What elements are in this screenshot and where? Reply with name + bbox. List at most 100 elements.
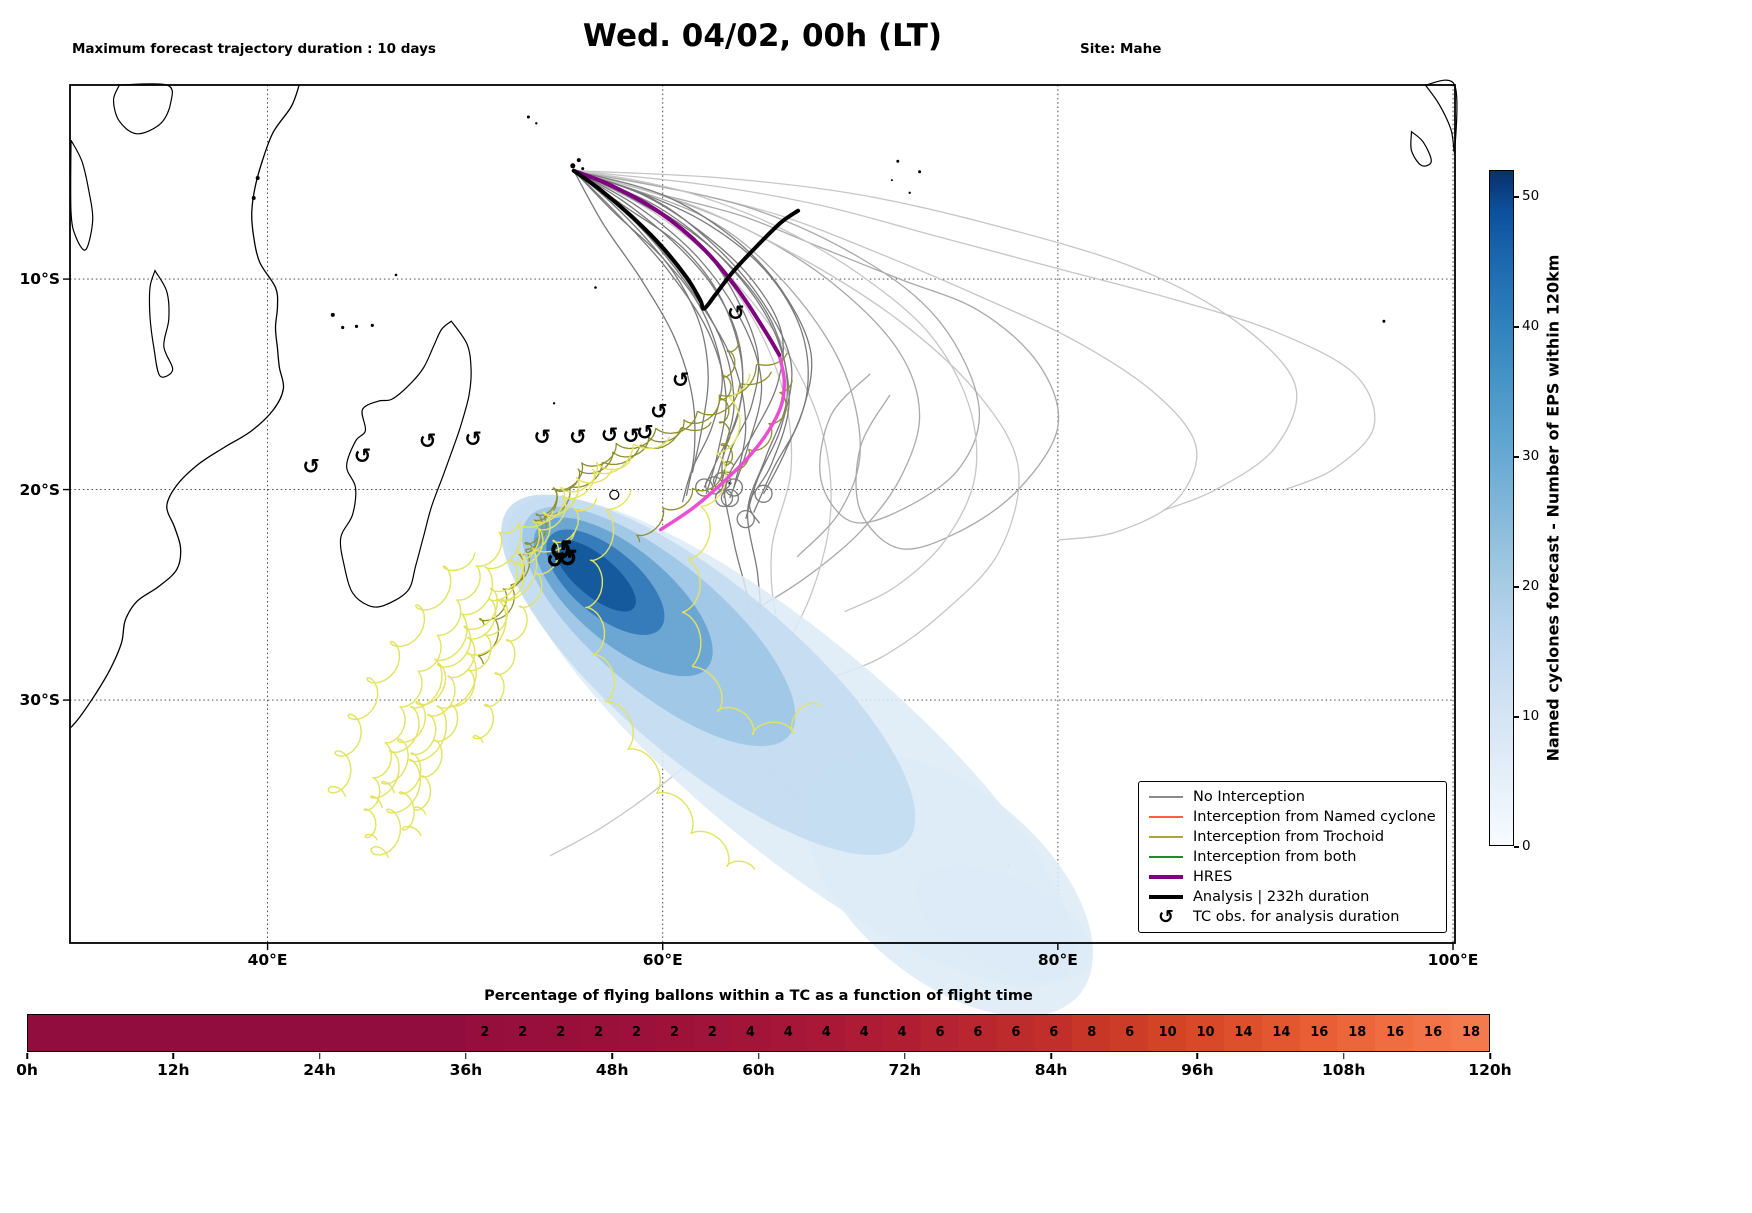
- colorbar-tickmark: [1514, 846, 1519, 848]
- flight-time-segment: [845, 1015, 883, 1051]
- flight-time-segment: [1110, 1015, 1149, 1051]
- flight-time-tickmark: [1489, 1053, 1491, 1059]
- sumatra-coast: [1424, 79, 1458, 153]
- legend-line-swatch: [1149, 796, 1183, 798]
- tc-percentage-value: 4: [745, 1025, 755, 1040]
- tc-symbol-icon: ↺: [636, 421, 654, 445]
- flight-time-tick-label: 60h: [742, 1061, 775, 1079]
- flight-time-segment: [693, 1015, 732, 1051]
- flight-time-tick-label: 0h: [16, 1061, 38, 1079]
- tc-percentage-value: 4: [821, 1025, 831, 1040]
- colorbar-tickmark: [1514, 196, 1519, 198]
- legend-item-5: Analysis | 232h duration: [1149, 889, 1436, 905]
- eps-density-plume: [501, 494, 1094, 1017]
- tc-symbol-icon: ↺: [622, 424, 640, 448]
- flight-time-segment: [920, 1015, 959, 1051]
- colorbar-title: Named cyclones forecast - Number of EPS …: [1543, 254, 1563, 762]
- tc-percentage-value: 2: [669, 1025, 680, 1040]
- flight-time-segment: [769, 1015, 808, 1051]
- tc-symbol-icon: ↺: [601, 423, 619, 447]
- tc-percentage-value: 14: [1234, 1025, 1253, 1040]
- tc-symbol-icon: ↺: [533, 425, 551, 449]
- tc-percentage-value: 6: [1125, 1025, 1135, 1040]
- tc-percentage-value: 2: [556, 1025, 566, 1040]
- flight-time-tickmark: [611, 1053, 613, 1059]
- tc-symbol-icon: ↺: [354, 444, 372, 468]
- info-site: Site: Mahe: [1080, 41, 1162, 57]
- colorbar-tick-label: 40: [1522, 318, 1540, 334]
- colorbar-tick-label: 0: [1522, 838, 1531, 854]
- flight-time-segment: [28, 1015, 467, 1051]
- flight-time-segment: [1451, 1015, 1489, 1051]
- flight-time-tick-label: 108h: [1321, 1061, 1366, 1079]
- colorbar-tick-label: 30: [1522, 448, 1540, 464]
- deterministic-tracks: [571, 168, 801, 532]
- lake-tanganyika: [70, 139, 94, 251]
- map-canvas: ↺ ↺↺ ↺ ↺ ↺ ↺ ↺↺↺↺↺↺↺↺: [63, 79, 1458, 1017]
- tc-symbol-icon: ↺: [650, 400, 668, 424]
- flight-time-segment: [996, 1015, 1035, 1051]
- y-axis-tick-label: 10°S: [19, 270, 60, 289]
- tc-percentage-value: 16: [1424, 1025, 1443, 1040]
- flight-time-segment: [542, 1015, 580, 1051]
- tc-percentage-value: 2: [594, 1025, 604, 1040]
- y-axis-tick-label: 20°S: [19, 480, 60, 499]
- x-axis-tick-label: 80°E: [1037, 951, 1078, 969]
- colorbar-tickmark: [1514, 456, 1519, 458]
- hres-track: [571, 168, 782, 357]
- tc-percentage-value: 4: [783, 1025, 793, 1040]
- flight-time-segment: [1337, 1015, 1376, 1051]
- flight-time-tickmark: [757, 1053, 760, 1059]
- tc-percentage-value: 6: [1011, 1025, 1021, 1040]
- figure-title: Wed. 04/02, 00h (LT): [582, 18, 943, 54]
- legend-item-0: No Interception: [1149, 789, 1436, 805]
- flight-time-segment: [807, 1015, 846, 1051]
- legend-item-4: HRES: [1149, 869, 1436, 885]
- flight-time-segment: [731, 1015, 770, 1051]
- y-axis-tick-label: 30°S: [19, 691, 60, 710]
- tc-percentage-value: 6: [935, 1025, 945, 1040]
- flight-time-tick-label: 36h: [449, 1061, 483, 1079]
- tc-symbol-icon: ↺: [419, 429, 437, 453]
- tc-percentage-value: 2: [518, 1025, 528, 1040]
- tc-symbol-icon: ↺: [1158, 906, 1174, 928]
- flight-time-tick-label: 120h: [1468, 1061, 1512, 1079]
- flight-time-tickmark: [904, 1053, 906, 1059]
- flight-time-segment: [1223, 1015, 1262, 1051]
- legend-line-swatch: [1149, 856, 1183, 858]
- legend-label: Analysis | 232h duration: [1193, 889, 1370, 905]
- coastlines: [70, 79, 1458, 885]
- flight-time-segment: [1413, 1015, 1452, 1051]
- legend-label: Interception from Trochoid: [1193, 829, 1385, 845]
- flight-time-segment: [882, 1015, 921, 1051]
- tc-percentage-value: 14: [1272, 1025, 1291, 1040]
- flight-time-segment: [1299, 1015, 1338, 1051]
- flight-time-segment: [1148, 1015, 1186, 1051]
- flight-time-tickmark: [26, 1053, 28, 1059]
- flight-time-tick-label: 24h: [303, 1061, 336, 1079]
- legend-item-1: Interception from Named cyclone: [1149, 809, 1436, 825]
- flight-time-segment: [958, 1015, 997, 1051]
- tc-percentage-value: 4: [897, 1025, 907, 1040]
- tc-symbol-icon: ↺: [672, 368, 690, 392]
- flight-time-segment: [579, 1015, 618, 1051]
- tc-percentage-value: 16: [1310, 1025, 1329, 1040]
- flight-time-segment: [466, 1015, 505, 1051]
- flight-time-tickmark: [1342, 1053, 1345, 1059]
- x-axis-tick-label: 100°E: [1427, 951, 1479, 969]
- colorbar-tick-label: 20: [1522, 578, 1540, 594]
- tc-symbol-icon: ↺: [302, 454, 320, 478]
- tc-symbol-icon: ↺: [464, 427, 482, 451]
- tc-percentage-value: 10: [1196, 1025, 1215, 1040]
- flight-time-tick-label: 48h: [595, 1061, 629, 1079]
- flight-time-segment: [617, 1015, 656, 1051]
- tc-percentage-value: 2: [632, 1025, 642, 1040]
- tc-percentage-value: 4: [859, 1025, 869, 1040]
- param-max-duration: Maximum forecast trajectory duration : 1…: [72, 41, 436, 57]
- tc-symbol-icon: ↺: [569, 425, 587, 449]
- flight-time-tickmark: [465, 1053, 467, 1059]
- colorbar-tickmark: [1514, 586, 1519, 588]
- flight-time-segment: [1375, 1015, 1414, 1051]
- flight-time-tickmark: [1050, 1053, 1052, 1059]
- x-axis-tick-label: 40°E: [247, 951, 288, 969]
